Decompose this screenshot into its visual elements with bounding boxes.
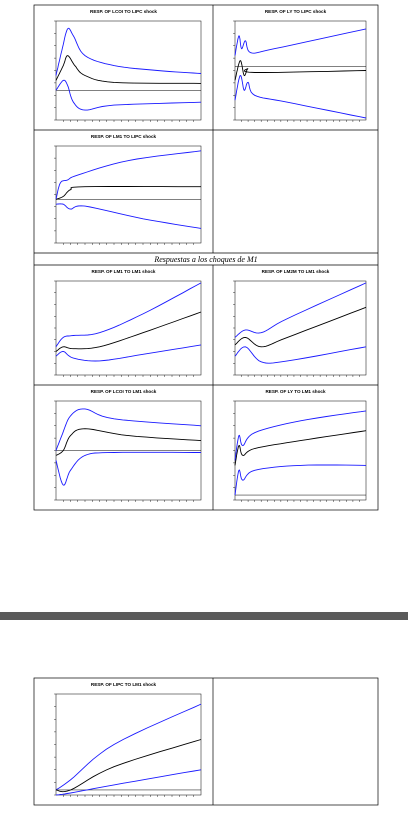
upper-band: [55, 703, 202, 791]
chart-title: RESP. OF LM1 TO LM1 shock: [92, 269, 156, 274]
upper-band: [234, 282, 367, 338]
response-line: [234, 60, 367, 81]
upper-band: [55, 27, 202, 76]
irf-chart: RESP. OF LY TO LIPC shock: [233, 9, 367, 122]
chart-title: RESP. OF LCOI TO LM1 shock: [91, 389, 157, 394]
irf-chart: RESP. OF LCOI TO LIPC shock: [54, 9, 202, 122]
chart-title: RESP. OF LIPC TO LM1 shock: [91, 682, 157, 687]
lower-band: [234, 464, 367, 496]
chart-title: RESP. OF LCOI TO LIPC shock: [90, 9, 157, 14]
lower-band: [55, 344, 202, 362]
lower-band: [55, 451, 201, 486]
plot-area: [234, 400, 367, 501]
response-line: [234, 430, 367, 466]
plot-area: [55, 693, 202, 796]
response-line: [234, 306, 367, 348]
response-line: [55, 739, 202, 793]
response-line: [55, 428, 202, 456]
irf-chart: RESP. OF LCOI TO LM1 shock: [54, 389, 202, 502]
page-break-band: [0, 612, 408, 620]
irf-chart: RESP. OF LM2M TO LM1 shock: [233, 269, 367, 377]
chart-title: RESP. OF LY TO LM1 shock: [265, 389, 326, 394]
irf-chart: RESP. OF LM1 TO LIPC shock: [54, 134, 202, 245]
irf-chart: RESP. OF LM1 TO LM1 shock: [54, 269, 202, 377]
lower-band: [56, 203, 202, 229]
chart-title: RESP. OF LM1 TO LIPC shock: [91, 134, 157, 139]
upper-band: [55, 282, 202, 348]
caption: Respuestas a los choques de M1: [153, 255, 257, 264]
upper-band: [55, 150, 202, 200]
upper-band: [55, 408, 202, 451]
upper-band: [234, 28, 367, 56]
plot-area: [234, 280, 367, 376]
response-line: [55, 55, 202, 84]
chart-title: RESP. OF LY TO LIPC shock: [265, 9, 327, 14]
lower-band: [234, 74, 367, 119]
plot-area: [55, 20, 202, 121]
upper-band: [234, 410, 367, 461]
response-line: [55, 311, 202, 352]
table-borders: [33, 4, 379, 806]
table-frame: [33, 4, 379, 511]
irf-chart: RESP. OF LIPC TO LM1 shock: [54, 682, 202, 797]
response-line: [55, 186, 201, 200]
chart-title: RESP. OF LM2M TO LM1 shock: [262, 269, 330, 274]
lower-band: [55, 79, 202, 111]
lower-band: [234, 346, 367, 364]
table-frame: [33, 677, 379, 806]
irf-chart: RESP. OF LY TO LM1 shock: [233, 389, 367, 502]
lower-band: [55, 769, 202, 796]
